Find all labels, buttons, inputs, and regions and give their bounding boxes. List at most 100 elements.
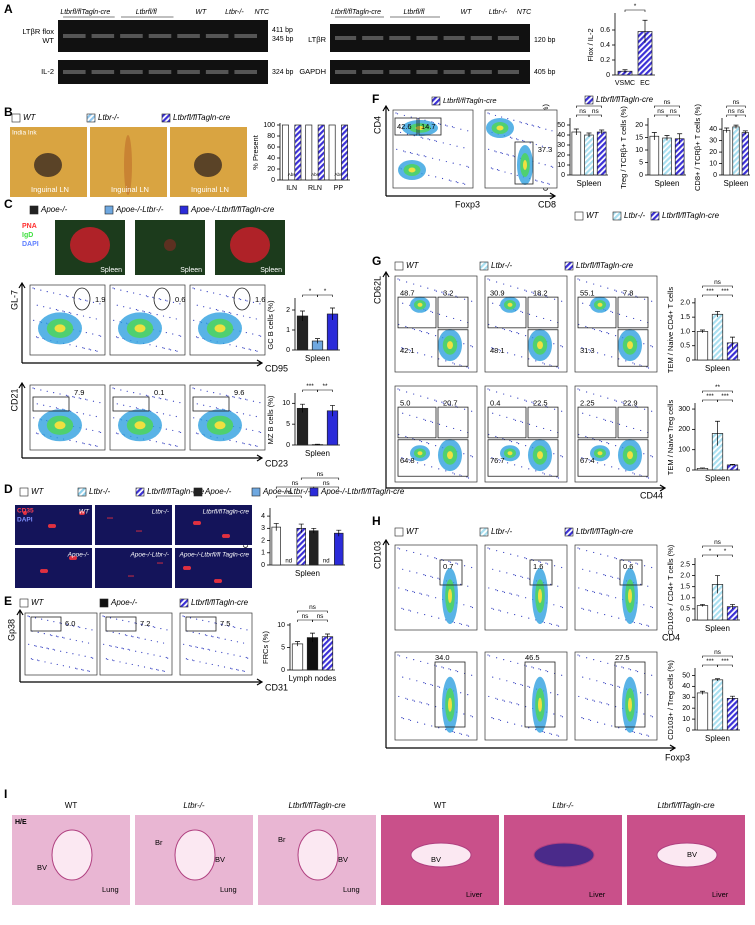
flow-dot [607, 397, 609, 399]
gate-value: 64.8 [400, 456, 415, 465]
flow-dot [145, 394, 148, 396]
flow-dot [152, 396, 154, 398]
flow-dot [214, 622, 216, 624]
flow-dot [426, 703, 428, 705]
flow-dot [213, 292, 215, 294]
flow-dot [578, 389, 581, 391]
flow-dot [426, 594, 428, 596]
flow-dot [227, 653, 229, 655]
gate [514, 141, 534, 185]
flow-dot [37, 433, 39, 435]
flow-dot [43, 306, 45, 308]
flow-dot [150, 667, 152, 669]
gate-value: 76.7 [490, 456, 505, 465]
bar [662, 137, 672, 176]
flow-dot [610, 310, 612, 312]
flow-dot [424, 613, 426, 616]
flow-dot [503, 659, 505, 661]
flow-dot [639, 474, 641, 476]
flow-density [448, 589, 452, 603]
gate [577, 296, 617, 329]
flow-dot [126, 390, 128, 392]
bar [696, 692, 709, 731]
flow-dot [460, 128, 462, 130]
flow-dot [557, 735, 560, 737]
legend-label: WT [406, 261, 420, 270]
flow-dot [543, 473, 546, 475]
flow-dot [36, 403, 38, 405]
bar [309, 530, 319, 566]
flow-dot [643, 298, 646, 300]
flow-dot [201, 647, 203, 649]
flow-dot [231, 668, 233, 670]
flow-dot [398, 587, 400, 589]
flow-dot [156, 314, 158, 316]
lane-label: Ltbrfl/fl [403, 9, 424, 16]
flow-dot [431, 576, 434, 578]
flow-dot [503, 591, 506, 593]
flow-dot [431, 684, 434, 687]
flow-dot [71, 624, 73, 627]
flow-dot [646, 366, 648, 368]
legend-label: WT [23, 113, 37, 122]
flow-dot [445, 160, 447, 163]
sig-bracket [702, 664, 718, 667]
flow-dot [47, 648, 50, 650]
flow-dot [200, 389, 202, 391]
flow-dot [72, 625, 75, 627]
flow-dot [635, 562, 637, 564]
flow-dot [206, 634, 208, 637]
flow-dot [607, 704, 610, 706]
flow-dot [512, 155, 514, 157]
axis-label: Foxp3 [665, 752, 690, 762]
flow-dot [596, 680, 598, 682]
flow-dot [95, 318, 97, 320]
axis-label: CD103 [372, 541, 382, 569]
gate [524, 661, 556, 728]
flow-dot [557, 625, 560, 627]
flow-dot [99, 303, 101, 305]
flow-dot [503, 551, 505, 554]
flow-dot [514, 723, 516, 725]
flow-dot [150, 312, 152, 314]
flow-dot [112, 287, 114, 289]
flow-dot [435, 597, 437, 599]
flow-dot [178, 431, 180, 433]
flow-dot [130, 635, 133, 637]
gate-value: 46.5 [525, 653, 540, 662]
y-tick-label: 0 [271, 177, 275, 184]
flow-dot [650, 605, 652, 608]
axis-label: CD95 [265, 363, 288, 373]
legend-swatch [584, 95, 594, 105]
flow-density [538, 697, 542, 712]
flow-dot [72, 653, 74, 655]
flow-dot [541, 181, 543, 183]
y-tick-label: 0 [606, 72, 610, 79]
flow-dot [606, 594, 608, 596]
flow-dot [431, 356, 433, 358]
photo-label: Inguinal LN [191, 185, 229, 194]
gel-band [335, 70, 357, 74]
flow-dot [233, 396, 235, 398]
error-bar [300, 403, 305, 413]
error-bar [700, 690, 705, 695]
sig-bracket [588, 114, 602, 117]
flow-dot [55, 407, 58, 409]
flow-dot [396, 148, 398, 151]
y-tick-label: 30 [682, 694, 690, 701]
flow-dot [531, 666, 533, 668]
flow-dot [406, 657, 408, 659]
flow-dot [610, 683, 612, 686]
flow-dot [604, 419, 607, 421]
sig-label: *** [721, 288, 729, 295]
flow-dot [498, 609, 500, 611]
flow-dot [588, 609, 590, 611]
panel-label: I [4, 787, 7, 801]
gate-value: 48.1 [490, 346, 505, 355]
flow-dot [550, 165, 552, 167]
flow-dot [593, 659, 595, 661]
bar [334, 532, 344, 566]
panel-label: A [4, 2, 13, 16]
flow-dot [556, 476, 558, 478]
flow-dot [456, 145, 458, 147]
